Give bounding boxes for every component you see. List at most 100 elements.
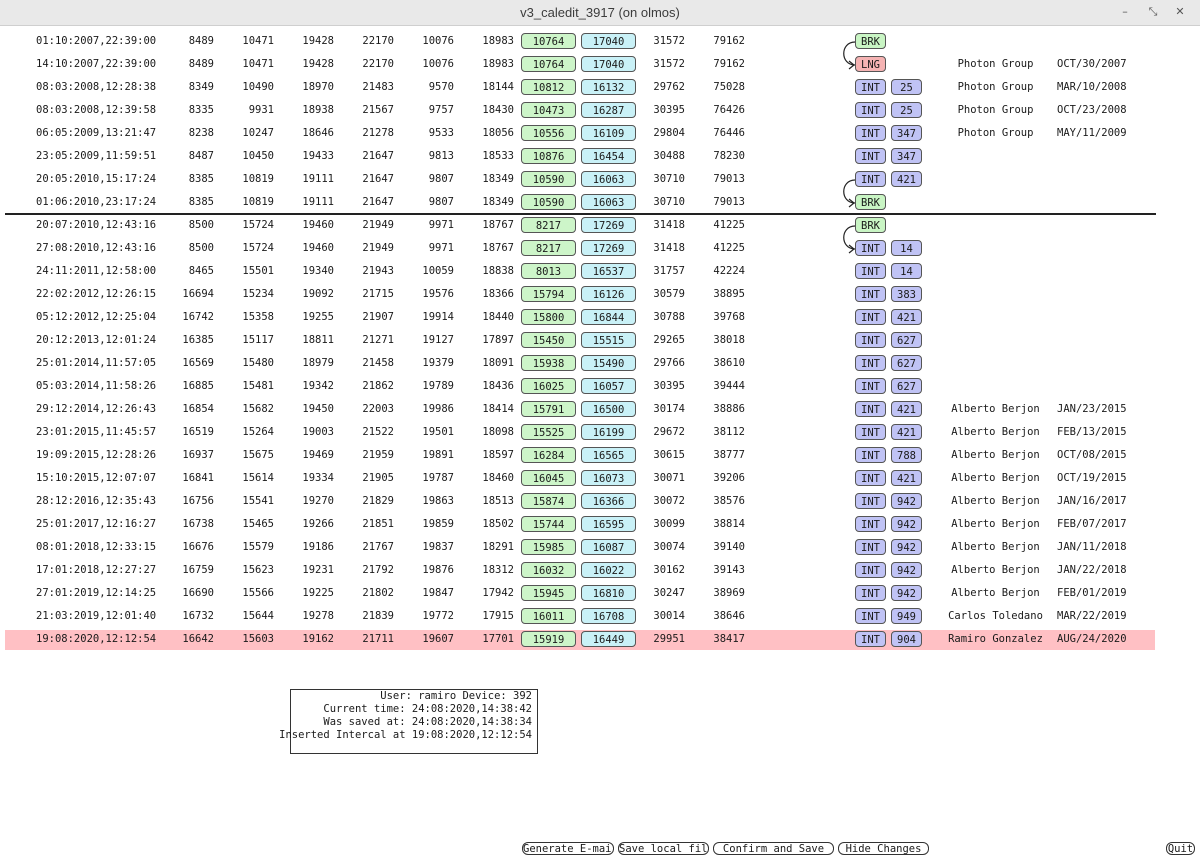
row-cyan-value-badge[interactable]: 15515: [581, 332, 636, 348]
row-type-badge[interactable]: INT: [855, 424, 886, 440]
row-type-badge[interactable]: INT: [855, 631, 886, 647]
table-row[interactable]: 01:10:2007,22:39:00 8489 10471 19428 22170 10…: [0, 31, 1200, 53]
row-cyan-value-badge[interactable]: 16595: [581, 516, 636, 532]
row-number-badge[interactable]: 949: [891, 608, 922, 624]
row-green-value-badge[interactable]: 8217: [521, 240, 576, 256]
row-type-badge[interactable]: INT: [855, 79, 886, 95]
row-green-value-badge[interactable]: 10473: [521, 102, 576, 118]
generate-email-button[interactable]: Generate E-mail: [522, 842, 614, 855]
row-green-value-badge[interactable]: 8013: [521, 263, 576, 279]
restore-icon[interactable]: ⤡: [1148, 5, 1158, 18]
row-cyan-value-badge[interactable]: 16287: [581, 102, 636, 118]
row-cyan-value-badge[interactable]: 17040: [581, 56, 636, 72]
table-row[interactable]: 28:12:2016,12:35:43 16756 15541 19270 21829 1…: [0, 491, 1200, 513]
row-cyan-value-badge[interactable]: 16199: [581, 424, 636, 440]
row-number-badge[interactable]: 14: [891, 240, 922, 256]
row-green-value-badge[interactable]: 15794: [521, 286, 576, 302]
confirm-and-save-button[interactable]: Confirm and Save: [713, 842, 834, 855]
table-row[interactable]: 25:01:2014,11:57:05 16569 15480 18979 21458 1…: [0, 353, 1200, 375]
row-green-value-badge[interactable]: 8217: [521, 217, 576, 233]
row-cyan-value-badge[interactable]: 16073: [581, 470, 636, 486]
table-row[interactable]: 20:12:2013,12:01:24 16385 15117 18811 21271 1…: [0, 330, 1200, 352]
row-green-value-badge[interactable]: 15985: [521, 539, 576, 555]
row-green-value-badge[interactable]: 10556: [521, 125, 576, 141]
row-cyan-value-badge[interactable]: 16708: [581, 608, 636, 624]
row-number-badge[interactable]: 421: [891, 171, 922, 187]
row-number-badge[interactable]: 421: [891, 309, 922, 325]
row-green-value-badge[interactable]: 15800: [521, 309, 576, 325]
row-type-badge[interactable]: INT: [855, 401, 886, 417]
row-type-badge[interactable]: BRK: [855, 217, 886, 233]
row-green-value-badge[interactable]: 16025: [521, 378, 576, 394]
table-row[interactable]: 08:01:2018,12:33:15 16676 15579 19186 21767 1…: [0, 537, 1200, 559]
row-cyan-value-badge[interactable]: 16063: [581, 194, 636, 210]
table-row[interactable]: 19:08:2020,12:12:54 16642 15603 19162 21711 1…: [0, 629, 1200, 651]
row-cyan-value-badge[interactable]: 16063: [581, 171, 636, 187]
row-type-badge[interactable]: INT: [855, 240, 886, 256]
table-row[interactable]: 21:03:2019,12:01:40 16732 15644 19278 21839 1…: [0, 606, 1200, 628]
row-green-value-badge[interactable]: 15450: [521, 332, 576, 348]
row-green-value-badge[interactable]: 10876: [521, 148, 576, 164]
row-type-badge[interactable]: INT: [855, 102, 886, 118]
row-type-badge[interactable]: INT: [855, 562, 886, 578]
row-green-value-badge[interactable]: 16045: [521, 470, 576, 486]
row-type-badge[interactable]: INT: [855, 286, 886, 302]
row-number-badge[interactable]: 421: [891, 424, 922, 440]
row-type-badge[interactable]: INT: [855, 378, 886, 394]
row-number-badge[interactable]: 421: [891, 401, 922, 417]
table-row[interactable]: 08:03:2008,12:28:38 8349 10490 18970 21483 95…: [0, 77, 1200, 99]
row-green-value-badge[interactable]: 10764: [521, 56, 576, 72]
row-green-value-badge[interactable]: 15919: [521, 631, 576, 647]
row-type-badge[interactable]: BRK: [855, 33, 886, 49]
table-row[interactable]: 20:07:2010,12:43:16 8500 15724 19460 21949 99…: [0, 215, 1200, 237]
row-type-badge[interactable]: LNG: [855, 56, 886, 72]
row-number-badge[interactable]: 14: [891, 263, 922, 279]
table-row[interactable]: 29:12:2014,12:26:43 16854 15682 19450 22003 1…: [0, 399, 1200, 421]
row-type-badge[interactable]: INT: [855, 539, 886, 555]
row-type-badge[interactable]: BRK: [855, 194, 886, 210]
row-cyan-value-badge[interactable]: 16454: [581, 148, 636, 164]
row-number-badge[interactable]: 25: [891, 102, 922, 118]
close-icon[interactable]: ✕: [1175, 5, 1185, 18]
row-cyan-value-badge[interactable]: 16022: [581, 562, 636, 578]
row-green-value-badge[interactable]: 10590: [521, 194, 576, 210]
row-green-value-badge[interactable]: 10590: [521, 171, 576, 187]
table-row[interactable]: 27:01:2019,12:14:25 16690 15566 19225 21802 1…: [0, 583, 1200, 605]
row-number-badge[interactable]: 627: [891, 332, 922, 348]
table-row[interactable]: 08:03:2008,12:39:58 8335 9931 18938 21567 975…: [0, 100, 1200, 122]
row-cyan-value-badge[interactable]: 16565: [581, 447, 636, 463]
table-row[interactable]: 23:05:2009,11:59:51 8487 10450 19433 21647 98…: [0, 146, 1200, 168]
row-number-badge[interactable]: 788: [891, 447, 922, 463]
row-green-value-badge[interactable]: 10812: [521, 79, 576, 95]
table-row[interactable]: 15:10:2015,12:07:07 16841 15614 19334 21905 1…: [0, 468, 1200, 490]
row-type-badge[interactable]: INT: [855, 608, 886, 624]
save-local-file-button[interactable]: Save local file: [618, 842, 709, 855]
row-number-badge[interactable]: 421: [891, 470, 922, 486]
row-number-badge[interactable]: 627: [891, 355, 922, 371]
row-type-badge[interactable]: INT: [855, 171, 886, 187]
table-row[interactable]: 06:05:2009,13:21:47 8238 10247 18646 21278 95…: [0, 123, 1200, 145]
row-green-value-badge[interactable]: 16284: [521, 447, 576, 463]
row-type-badge[interactable]: INT: [855, 125, 886, 141]
row-number-badge[interactable]: 942: [891, 562, 922, 578]
table-row[interactable]: 14:10:2007,22:39:00 8489 10471 19428 22170 10…: [0, 54, 1200, 76]
row-cyan-value-badge[interactable]: 16844: [581, 309, 636, 325]
row-type-badge[interactable]: INT: [855, 355, 886, 371]
row-cyan-value-badge[interactable]: 16057: [581, 378, 636, 394]
quit-button[interactable]: Quit: [1166, 842, 1195, 855]
table-row[interactable]: 20:05:2010,15:17:24 8385 10819 19111 21647 98…: [0, 169, 1200, 191]
row-type-badge[interactable]: INT: [855, 332, 886, 348]
row-type-badge[interactable]: INT: [855, 585, 886, 601]
row-type-badge[interactable]: INT: [855, 470, 886, 486]
row-green-value-badge[interactable]: 15945: [521, 585, 576, 601]
table-row[interactable]: 05:03:2014,11:58:26 16885 15481 19342 21862 1…: [0, 376, 1200, 398]
row-type-badge[interactable]: INT: [855, 309, 886, 325]
table-row[interactable]: 22:02:2012,12:26:15 16694 15234 19092 21715 1…: [0, 284, 1200, 306]
table-row[interactable]: 27:08:2010,12:43:16 8500 15724 19460 21949 99…: [0, 238, 1200, 260]
table-row[interactable]: 19:09:2015,12:28:26 16937 15675 19469 21959 1…: [0, 445, 1200, 467]
row-type-badge[interactable]: INT: [855, 148, 886, 164]
row-green-value-badge[interactable]: 15874: [521, 493, 576, 509]
row-cyan-value-badge[interactable]: 16109: [581, 125, 636, 141]
row-green-value-badge[interactable]: 10764: [521, 33, 576, 49]
table-row[interactable]: 23:01:2015,11:45:57 16519 15264 19003 21522 1…: [0, 422, 1200, 444]
